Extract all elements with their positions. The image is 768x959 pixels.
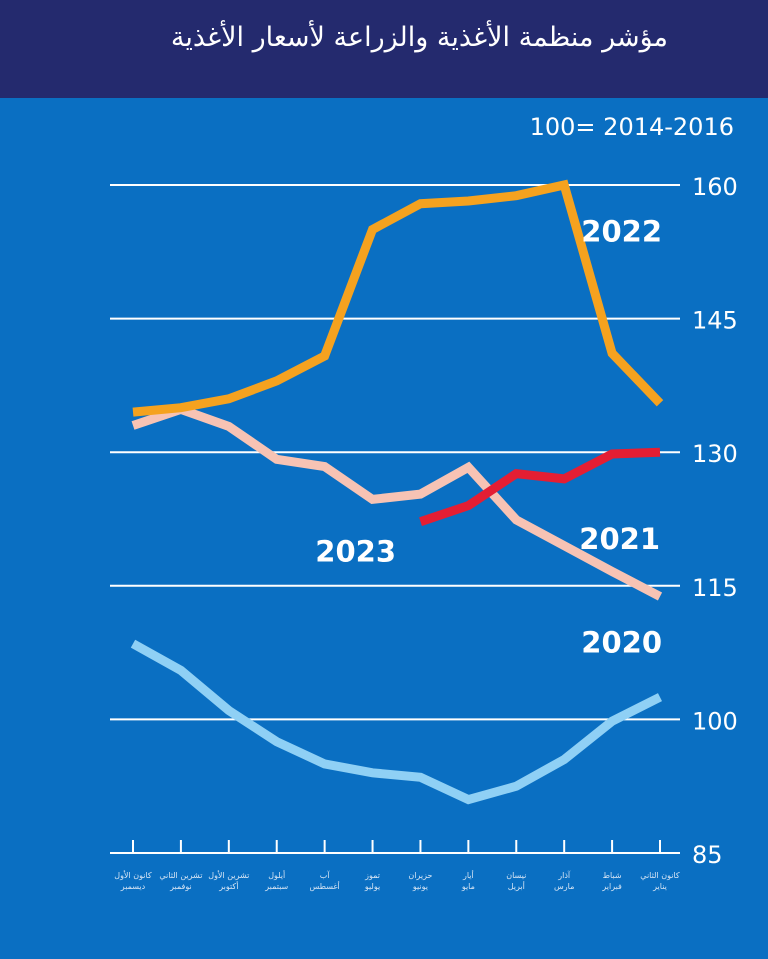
series-line-2021 [419, 447, 661, 526]
y-tick-label: 130 [692, 440, 738, 468]
series-line-2023 [131, 404, 663, 601]
series-label-2023: 2023 [315, 534, 396, 568]
base-note: 100= 2014-2016 [530, 113, 734, 141]
x-tick-label: كانون الأول ديسمبر [114, 870, 152, 891]
x-tick-label: تموز يوليو [364, 871, 380, 891]
y-tick-label: 160 [692, 173, 738, 201]
x-tick-label: حزيران يونيو [408, 871, 432, 891]
chart-header: مؤشر منظمة الأغذية والزراعة لأسعار الأغذ… [0, 0, 768, 98]
x-tick-label: نيسان أبريل [506, 871, 526, 891]
x-tick-label: كانون الثاني يناير [640, 871, 680, 891]
y-tick-label: 145 [692, 307, 738, 335]
x-tick-label: آب أغسطس [309, 870, 339, 891]
x-tick-label: أيار مايو [461, 870, 475, 891]
x-tick-label: تشرين الثاني نوفمبر [159, 871, 202, 891]
chart-title: مؤشر منظمة الأغذية والزراعة لأسعار الأغذ… [170, 22, 668, 53]
series-line-2022 [132, 179, 664, 417]
x-tick-label: أيلول سبتمبر [264, 870, 288, 891]
series-label-2020: 2020 [581, 626, 662, 660]
y-tick-label: 100 [692, 707, 738, 735]
y-tick-label: 115 [692, 574, 738, 602]
series-label-2022: 2022 [581, 215, 662, 249]
series-line-2020 [130, 639, 663, 805]
series-label-2021: 2021 [579, 522, 660, 556]
x-tick-label: شباط فبراير [601, 871, 622, 891]
x-tick-label: تشرين الأول أكتوبر [208, 870, 249, 891]
y-tick-label: 85 [692, 841, 723, 869]
x-tick-label: آذار مارس [554, 870, 574, 891]
